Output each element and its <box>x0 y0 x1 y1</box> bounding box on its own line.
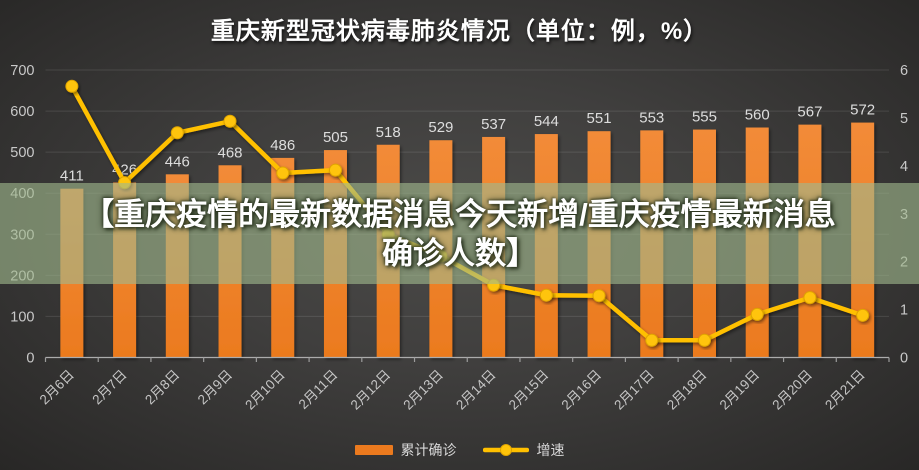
date-label: 2月12日 <box>348 367 394 413</box>
data-point-marker <box>645 333 659 347</box>
value-label: 544 <box>534 113 559 130</box>
right-axis-tick-label: 4 <box>900 159 908 175</box>
right-axis-tick-label: 6 <box>900 63 908 79</box>
legend-item-confirmed: 累计确诊 <box>354 440 457 460</box>
date-label: 2月7日 <box>89 367 129 407</box>
value-label: 505 <box>323 129 348 146</box>
value-label: 529 <box>428 119 453 136</box>
left-axis-tick-label: 600 <box>10 104 34 120</box>
bar-series-swatch-icon <box>354 445 393 455</box>
value-label: 560 <box>745 107 770 124</box>
date-label: 2月9日 <box>195 367 235 407</box>
headline-line1: 【重庆疫情的最新数据消息今天新增/重庆疫情最新消息 <box>83 196 836 232</box>
value-label: 553 <box>639 109 664 126</box>
date-label: 2月17日 <box>611 367 657 413</box>
value-label: 446 <box>165 153 190 170</box>
data-point-marker <box>539 288 553 302</box>
left-axis-tick-label: 500 <box>10 145 34 161</box>
date-label: 2月18日 <box>664 367 710 413</box>
date-label: 2月11日 <box>296 367 341 412</box>
date-label: 2月14日 <box>453 367 499 413</box>
value-label: 468 <box>218 144 243 161</box>
date-label: 2月20日 <box>769 367 815 413</box>
data-point-marker <box>750 307 764 321</box>
date-label: 2月15日 <box>506 367 552 413</box>
date-label: 2月6日 <box>37 367 77 407</box>
data-point-marker <box>328 163 342 177</box>
value-label: 411 <box>60 168 84 185</box>
legend-marker-icon <box>499 444 512 456</box>
left-axis-tick-label: 100 <box>10 309 34 325</box>
value-label: 551 <box>587 110 612 127</box>
value-label: 518 <box>376 124 401 141</box>
headline-line2: 确诊人数】 <box>382 235 537 271</box>
data-point-marker <box>65 79 79 93</box>
legend-item-growth: 增速 <box>482 440 565 460</box>
left-axis-tick-label: 0 <box>26 351 34 367</box>
chart-title: 重庆新型冠状病毒肺炎情况（单位：例，%） <box>210 18 709 45</box>
headline-overlay: 【重庆疫情的最新数据消息今天新增/重庆疫情最新消息 确诊人数】 <box>0 183 919 284</box>
data-point-marker <box>803 291 817 305</box>
date-label: 2月16日 <box>559 367 605 413</box>
date-label: 2月19日 <box>717 367 763 413</box>
left-axis-tick-label: 700 <box>10 63 34 79</box>
legend-label-confirmed: 累计确诊 <box>400 442 457 458</box>
value-label: 537 <box>481 116 506 133</box>
value-label: 555 <box>692 109 717 126</box>
legend: 累计确诊 增速 <box>0 440 919 460</box>
line-series-swatch-icon <box>482 444 529 456</box>
legend-label-growth: 增速 <box>536 442 565 458</box>
value-label: 567 <box>797 104 822 121</box>
date-label: 2月8日 <box>142 367 182 407</box>
value-label: 486 <box>270 137 295 154</box>
date-label: 2月21日 <box>822 367 868 413</box>
date-label: 2月13日 <box>400 367 446 413</box>
date-label: 2月10日 <box>242 367 288 413</box>
right-axis-tick-label: 5 <box>900 111 908 127</box>
data-point-marker <box>592 289 606 303</box>
value-label: 572 <box>850 102 875 119</box>
right-axis-tick-label: 0 <box>900 351 908 367</box>
data-point-marker <box>697 333 711 347</box>
data-point-marker <box>223 114 237 128</box>
data-point-marker <box>856 308 870 322</box>
data-point-marker <box>170 126 184 140</box>
data-point-marker <box>276 166 290 180</box>
right-axis-tick-label: 1 <box>900 303 908 319</box>
